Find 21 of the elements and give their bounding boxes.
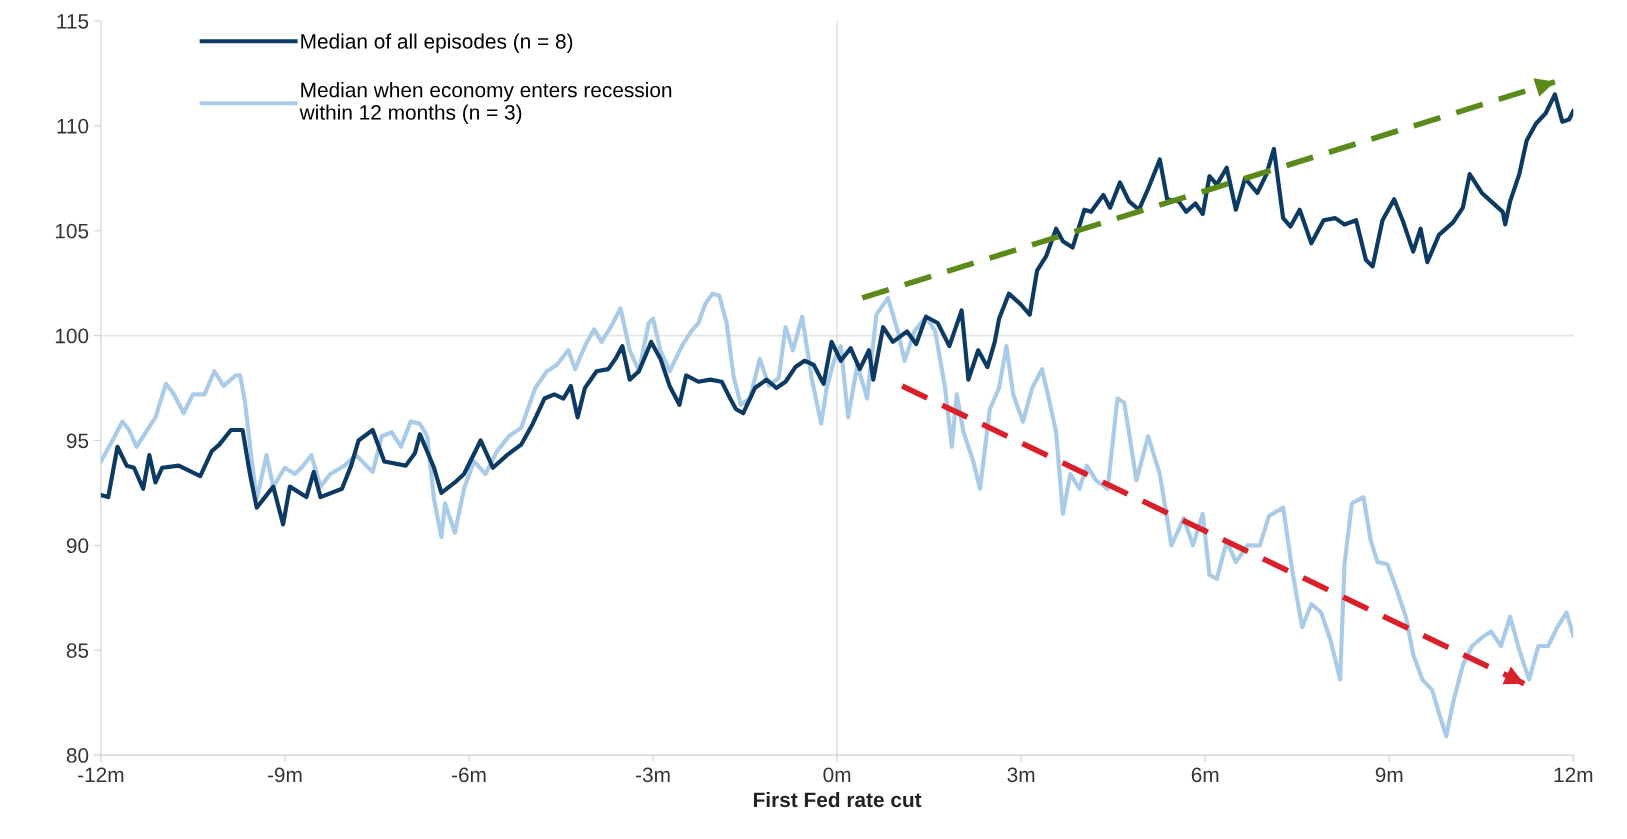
y-tick-label: 115 [57, 14, 89, 29]
x-tick-label: -6m [451, 767, 486, 783]
y-tick-label: 95 [66, 433, 89, 449]
x-tick-label: 0m [823, 767, 851, 783]
y-tick-label: 110 [57, 118, 89, 134]
x-tick-label: -3m [636, 767, 670, 783]
y-tick-label: 90 [66, 538, 89, 554]
line-series [100, 291, 1574, 739]
y-tick-label: 100 [55, 328, 89, 344]
legend-label: Median of all episodes (n = 8) [301, 33, 573, 53]
y-tick-label: 85 [66, 643, 89, 658]
x-tick-label: 9m [1375, 767, 1403, 783]
x-tick-label: -9m [267, 767, 302, 783]
y-tick-label: 80 [66, 748, 89, 763]
x-tick-label: 3m [1007, 767, 1035, 783]
legend-label: Median when economy enters recession within 12 months (n = 3) [299, 82, 672, 124]
x-tick-label: 12m [1554, 767, 1593, 782]
x-tick-label: 6m [1191, 767, 1219, 783]
x-axis-title: First Fed rate cut [753, 791, 922, 808]
y-tick-label: 105 [55, 223, 89, 239]
x-tick-label: -12m [78, 767, 124, 782]
